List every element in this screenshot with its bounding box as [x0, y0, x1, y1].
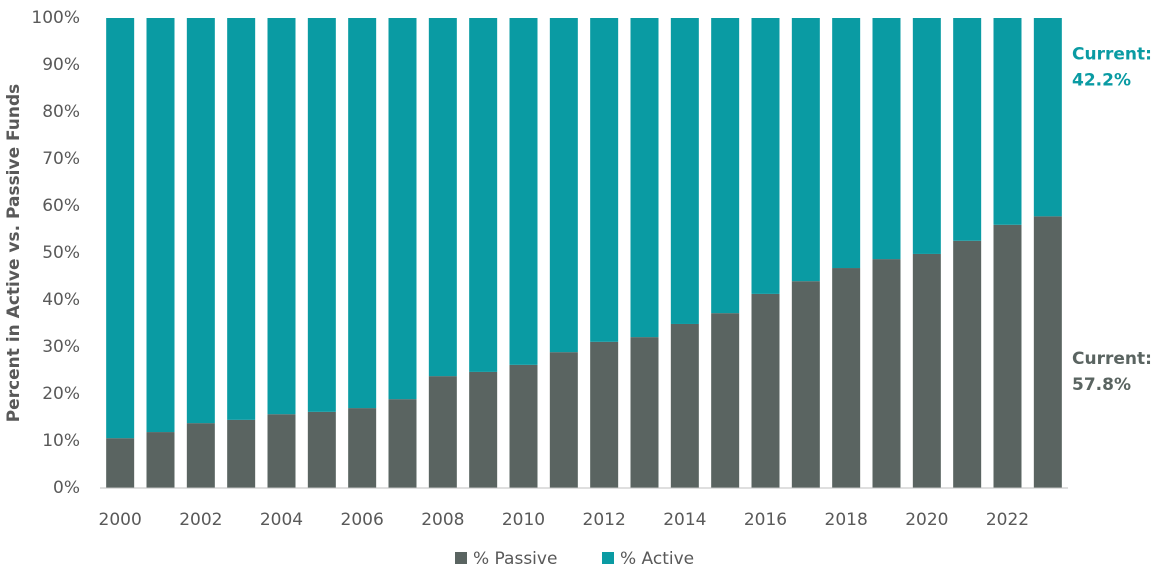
- bar-segment: [590, 341, 619, 488]
- bar-segment: [670, 323, 699, 488]
- x-tick-label: 2000: [99, 510, 142, 530]
- bar-segment: [711, 313, 740, 488]
- bar-segment: [186, 18, 215, 424]
- y-tick-label: 70%: [42, 149, 80, 169]
- bar-segment: [388, 399, 417, 488]
- bar-segment: [146, 18, 175, 433]
- bar-segment: [1033, 18, 1062, 217]
- bar-segment: [630, 18, 659, 338]
- bar-segment: [549, 18, 578, 353]
- bar-segment: [590, 18, 619, 342]
- bar-segment: [307, 411, 336, 488]
- bar-segment: [751, 18, 780, 294]
- y-tick-label: 10%: [42, 431, 80, 451]
- x-tick-label: 2010: [502, 510, 545, 530]
- annotation-text: 42.2%: [1072, 71, 1131, 91]
- bar-segment: [469, 371, 498, 488]
- y-tick-label: 30%: [42, 337, 80, 357]
- bar-segment: [348, 18, 377, 409]
- bar-segment: [832, 268, 861, 488]
- annotation-title: Current:: [1072, 349, 1152, 369]
- bar-segment: [428, 18, 457, 377]
- bar-segment: [509, 364, 538, 488]
- bar-segment: [146, 432, 175, 488]
- annotation-title: Current:: [1072, 45, 1152, 65]
- y-tick-label: 50%: [42, 243, 80, 263]
- x-tick-label: 2014: [663, 510, 706, 530]
- bar-segment: [993, 18, 1022, 225]
- legend-swatch: [602, 552, 614, 564]
- x-tick-label: 2012: [583, 510, 626, 530]
- bar-segment: [791, 281, 820, 488]
- y-tick-label: 100%: [31, 8, 80, 28]
- legend-label: % Active: [620, 549, 694, 569]
- bar-segment: [953, 18, 982, 241]
- x-tick-label: 2008: [421, 510, 464, 530]
- bar-segment: [348, 408, 377, 488]
- y-tick-label: 90%: [42, 55, 80, 75]
- bar-segment: [872, 18, 901, 260]
- bar-segment: [993, 224, 1022, 489]
- x-tick-label: 2004: [260, 510, 303, 530]
- bar-segment: [872, 259, 901, 488]
- bar-segment: [751, 293, 780, 488]
- bar-segment: [912, 18, 941, 254]
- bar-segment: [549, 352, 578, 488]
- bar-segment: [832, 18, 861, 269]
- bar-segment: [307, 18, 336, 412]
- bar-segment: [186, 423, 215, 488]
- legend-label: % Passive: [473, 549, 557, 569]
- bar-segment: [267, 18, 296, 415]
- bar-segment: [912, 253, 941, 488]
- bar-segment: [711, 18, 740, 314]
- bar-segment: [509, 18, 538, 365]
- bar-segment: [791, 18, 820, 282]
- y-tick-label: 40%: [42, 290, 80, 310]
- y-axis-label: Percent in Active vs. Passive Funds: [4, 84, 24, 423]
- bar-segment: [953, 240, 982, 488]
- x-tick-label: 2002: [179, 510, 222, 530]
- y-tick-label: 80%: [42, 102, 80, 122]
- x-tick-label: 2006: [341, 510, 384, 530]
- bar-segment: [469, 18, 498, 372]
- y-tick-label: 0%: [53, 478, 80, 498]
- bar-segment: [227, 419, 256, 488]
- x-tick-label: 2022: [986, 510, 1029, 530]
- bar-segment: [428, 376, 457, 488]
- bar-segment: [106, 18, 135, 439]
- bar-segment: [388, 18, 417, 400]
- legend-swatch: [455, 552, 467, 564]
- bar-segment: [106, 438, 135, 488]
- bar-segment: [227, 18, 256, 420]
- bar-segment: [267, 414, 296, 488]
- x-tick-label: 2018: [825, 510, 868, 530]
- annotation-text: 57.8%: [1072, 375, 1131, 395]
- y-tick-label: 60%: [42, 196, 80, 216]
- x-tick-label: 2020: [905, 510, 948, 530]
- y-tick-label: 20%: [42, 384, 80, 404]
- bar-segment: [1033, 216, 1062, 488]
- bar-segment: [630, 337, 659, 488]
- bar-segment: [670, 18, 699, 324]
- x-tick-label: 2016: [744, 510, 787, 530]
